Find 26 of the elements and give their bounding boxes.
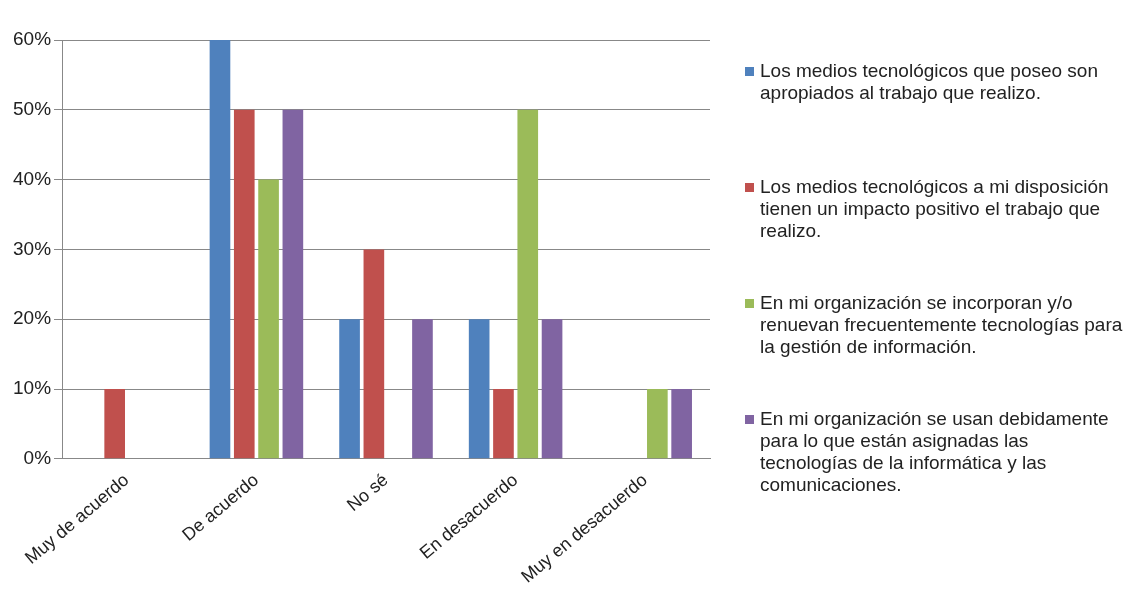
bar	[209, 40, 231, 459]
bar	[363, 249, 385, 459]
legend-label: Los medios tecnológicos a mi disposición tienen un impacto positivo el trabajo que realizo.	[760, 176, 1110, 242]
bar	[671, 389, 692, 459]
legend-label: En mi organización se usan debidamente para lo que están asignadas las tecnologías de la informática y las comunicaciones.	[760, 408, 1110, 496]
legend-label: Los medios tecnológicos que poseo son apropiados al trabajo que realizo.	[760, 60, 1099, 104]
x-tick-label: No sé	[342, 469, 392, 516]
y-tick-label: 40%	[13, 167, 52, 189]
legend-label: En mi organización se incorporan y/o renuevan frecuentemente tecnologías para la gestión de información.	[760, 292, 1124, 358]
y-tick-label: 20%	[13, 307, 52, 329]
bar	[282, 109, 304, 459]
bar	[493, 389, 514, 459]
bar	[541, 319, 563, 459]
bar	[412, 319, 433, 459]
y-tick-label: 10%	[13, 377, 52, 399]
y-tick-label: 60%	[13, 28, 52, 50]
y-tick-label: 30%	[13, 237, 52, 259]
y-tick-label: 0%	[23, 447, 52, 469]
bar	[517, 109, 539, 459]
bar	[104, 389, 125, 459]
y-tick-label: 50%	[13, 98, 52, 120]
bar	[468, 319, 490, 459]
bar	[233, 109, 255, 459]
bar	[647, 389, 668, 459]
bar	[339, 319, 360, 459]
bar	[258, 179, 279, 459]
